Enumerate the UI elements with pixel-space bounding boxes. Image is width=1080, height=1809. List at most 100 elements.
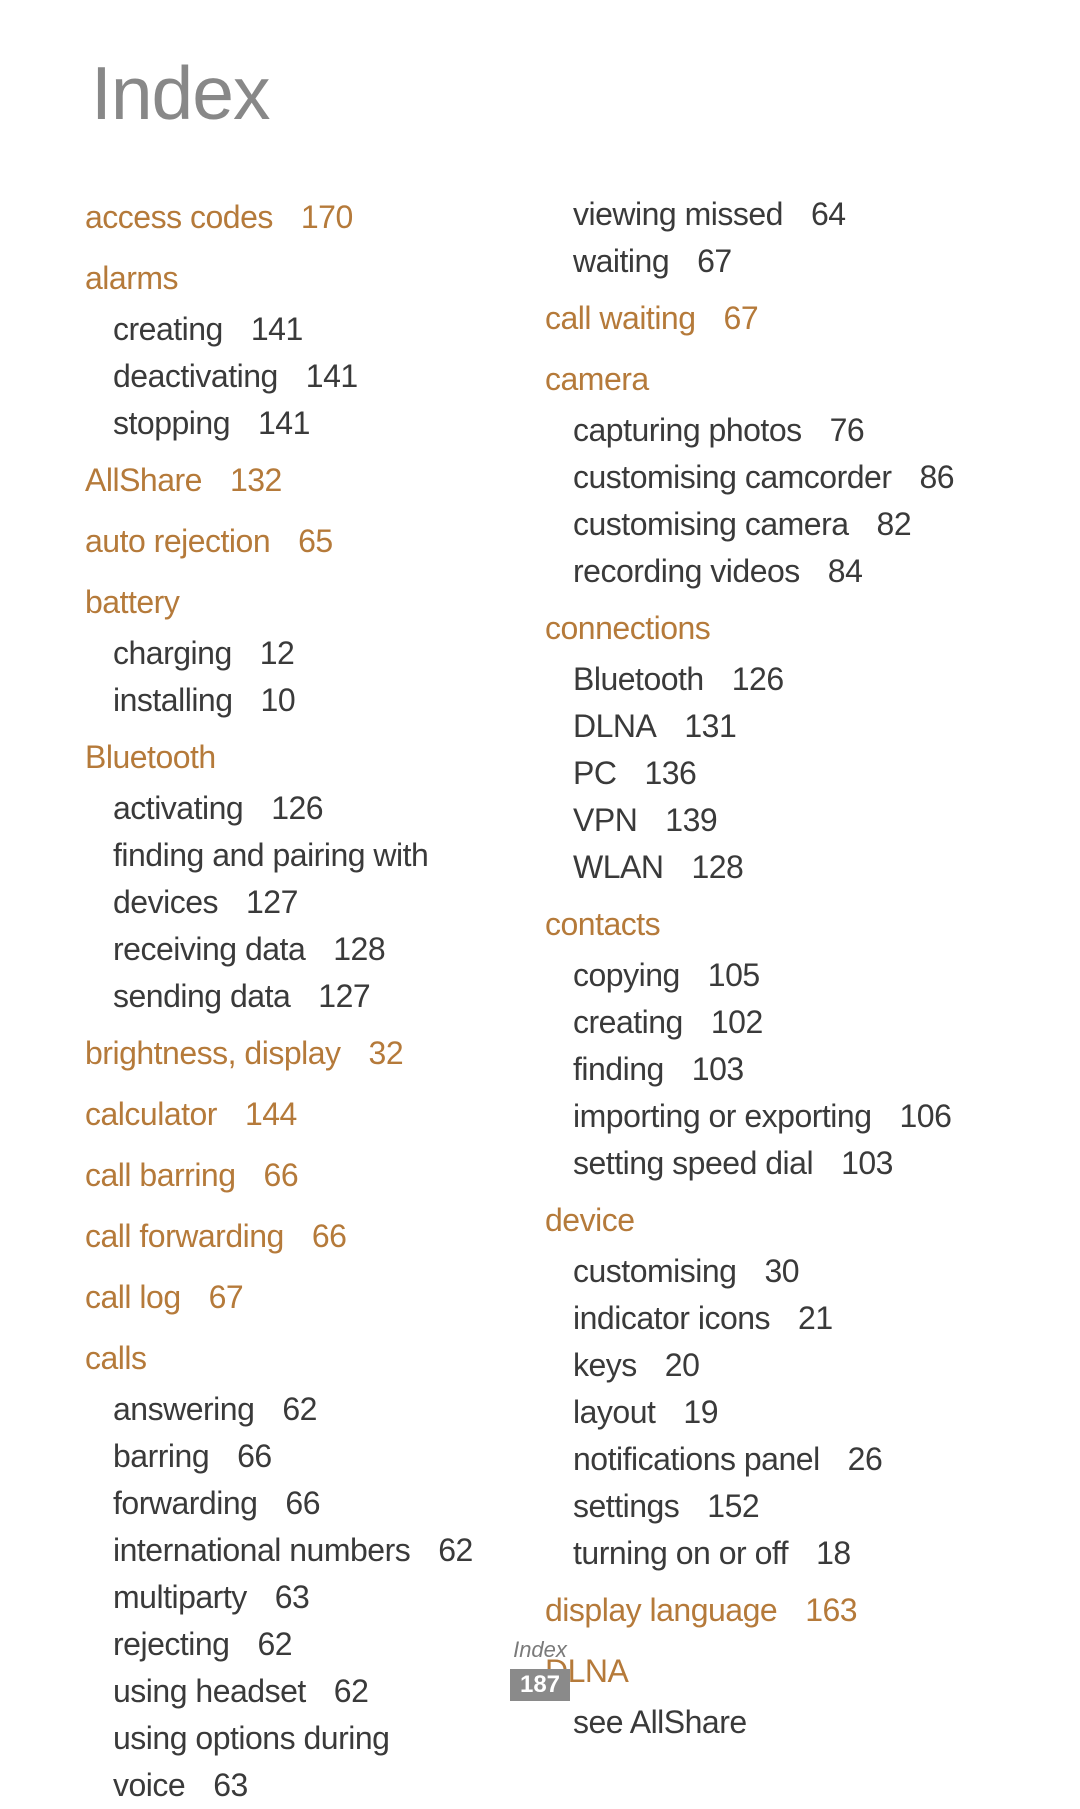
page-ref: 132 [230,462,282,498]
page-ref: 127 [318,978,370,1014]
index-subentry: viewing missed64 [573,191,995,238]
page-ref: 62 [438,1532,473,1568]
sub-label: layout [573,1394,655,1430]
page-ref: 10 [261,682,296,718]
sub-label: settings [573,1488,679,1524]
index-subentry-cont: voice63 [113,1762,535,1809]
page-ref: 128 [691,849,743,885]
index-topic: alarms [85,252,535,304]
index-topic: access codes 170 [85,191,535,243]
page-ref: 141 [258,405,310,441]
index-subentry: DLNA131 [573,703,995,750]
index-topic: battery [85,576,535,628]
sub-label: waiting [573,243,669,279]
group-gap [85,1142,535,1149]
sub-label: receiving data [113,931,305,967]
index-subentry: stopping141 [113,400,535,447]
sub-label: indicator icons [573,1300,770,1336]
group-gap [85,245,535,252]
sub-label: international numbers [113,1532,410,1568]
index-subentry: indicator icons 21 [573,1295,995,1342]
sub-label: finding [573,1051,664,1087]
index-subentry-cont: devices127 [113,879,535,926]
topic-label: access codes [85,199,273,235]
page-ref: 32 [369,1035,404,1071]
sub-label: recording videos [573,553,800,589]
group-gap [85,1081,535,1088]
page-ref: 163 [805,1592,857,1628]
sub-label: barring [113,1438,209,1474]
index-subentry: settings152 [573,1483,995,1530]
index-subentry: installing 10 [113,677,535,724]
index-subentry: deactivating141 [113,353,535,400]
page-ref: 103 [692,1051,744,1087]
index-topic: connections [545,602,995,654]
page-ref: 19 [683,1394,718,1430]
index-subentry: finding 103 [573,1046,995,1093]
page-ref: 105 [708,957,760,993]
sub-label: keys [573,1347,637,1383]
topic-label: AllShare [85,462,202,498]
page-ref: 18 [816,1535,851,1571]
page-ref: 66 [285,1485,320,1521]
index-column-right: viewing missed64waiting67call waiting67c… [545,191,995,1809]
sub-label: installing [113,682,233,718]
index-topic: Bluetooth [85,731,535,783]
sub-label: VPN [573,802,637,838]
sub-label: Bluetooth [573,661,704,697]
topic-label: call waiting [545,300,696,336]
page-ref: 131 [684,708,736,744]
page-ref: 136 [644,755,696,791]
index-subentry: receiving data128 [113,926,535,973]
topic-label: camera [545,361,649,397]
group-gap [85,1325,535,1332]
index-subentry: finding and pairing with [113,832,535,879]
sub-label: creating [573,1004,683,1040]
index-subentry: notifications panel26 [573,1436,995,1483]
sub-label: copying [573,957,680,993]
index-subentry: barring 66 [113,1433,535,1480]
index-subentry: WLAN 128 [573,844,995,891]
index-subentry: customising30 [573,1248,995,1295]
page: Index access codes170alarmscreating141de… [0,0,1080,1771]
index-subentry: creating 102 [573,999,995,1046]
page-ref: 67 [724,300,759,336]
page-ref: 170 [301,199,353,235]
page-ref: 67 [697,243,732,279]
index-see-ref: see AllShare [573,1699,995,1746]
page-ref: 76 [830,412,865,448]
group-gap [545,346,995,353]
sub-label: charging [113,635,232,671]
topic-label: calls [85,1340,147,1376]
index-subentry: setting speed dial103 [573,1140,995,1187]
page-ref: 63 [213,1767,248,1803]
page-ref: 144 [245,1096,297,1132]
page-ref: 66 [237,1438,272,1474]
index-topic: call log67 [85,1271,535,1323]
sub-label: customising camcorder [573,459,892,495]
sub-label: PC [573,755,616,791]
index-topic: device [545,1194,995,1246]
page-ref: 103 [841,1145,893,1181]
group-gap [545,1187,995,1194]
index-subentry: forwarding66 [113,1480,535,1527]
page-ref: 66 [312,1218,347,1254]
index-subentry: creating141 [113,306,535,353]
group-gap [85,569,535,576]
sub-label: creating [113,311,223,347]
page-ref: 126 [732,661,784,697]
topic-label: battery [85,584,179,620]
sub-label: WLAN [573,849,663,885]
sub-label: answering [113,1391,254,1427]
index-subentry: activating126 [113,785,535,832]
sub-label: activating [113,790,243,826]
page-ref: 102 [711,1004,763,1040]
page-ref: 30 [764,1253,799,1289]
group-gap [85,447,535,454]
page-ref: 26 [848,1441,883,1477]
topic-label: display language [545,1592,777,1628]
index-topic: contacts [545,898,995,950]
page-ref: 21 [798,1300,833,1336]
index-columns: access codes170alarmscreating141deactiva… [85,191,995,1809]
group-gap [545,285,995,292]
